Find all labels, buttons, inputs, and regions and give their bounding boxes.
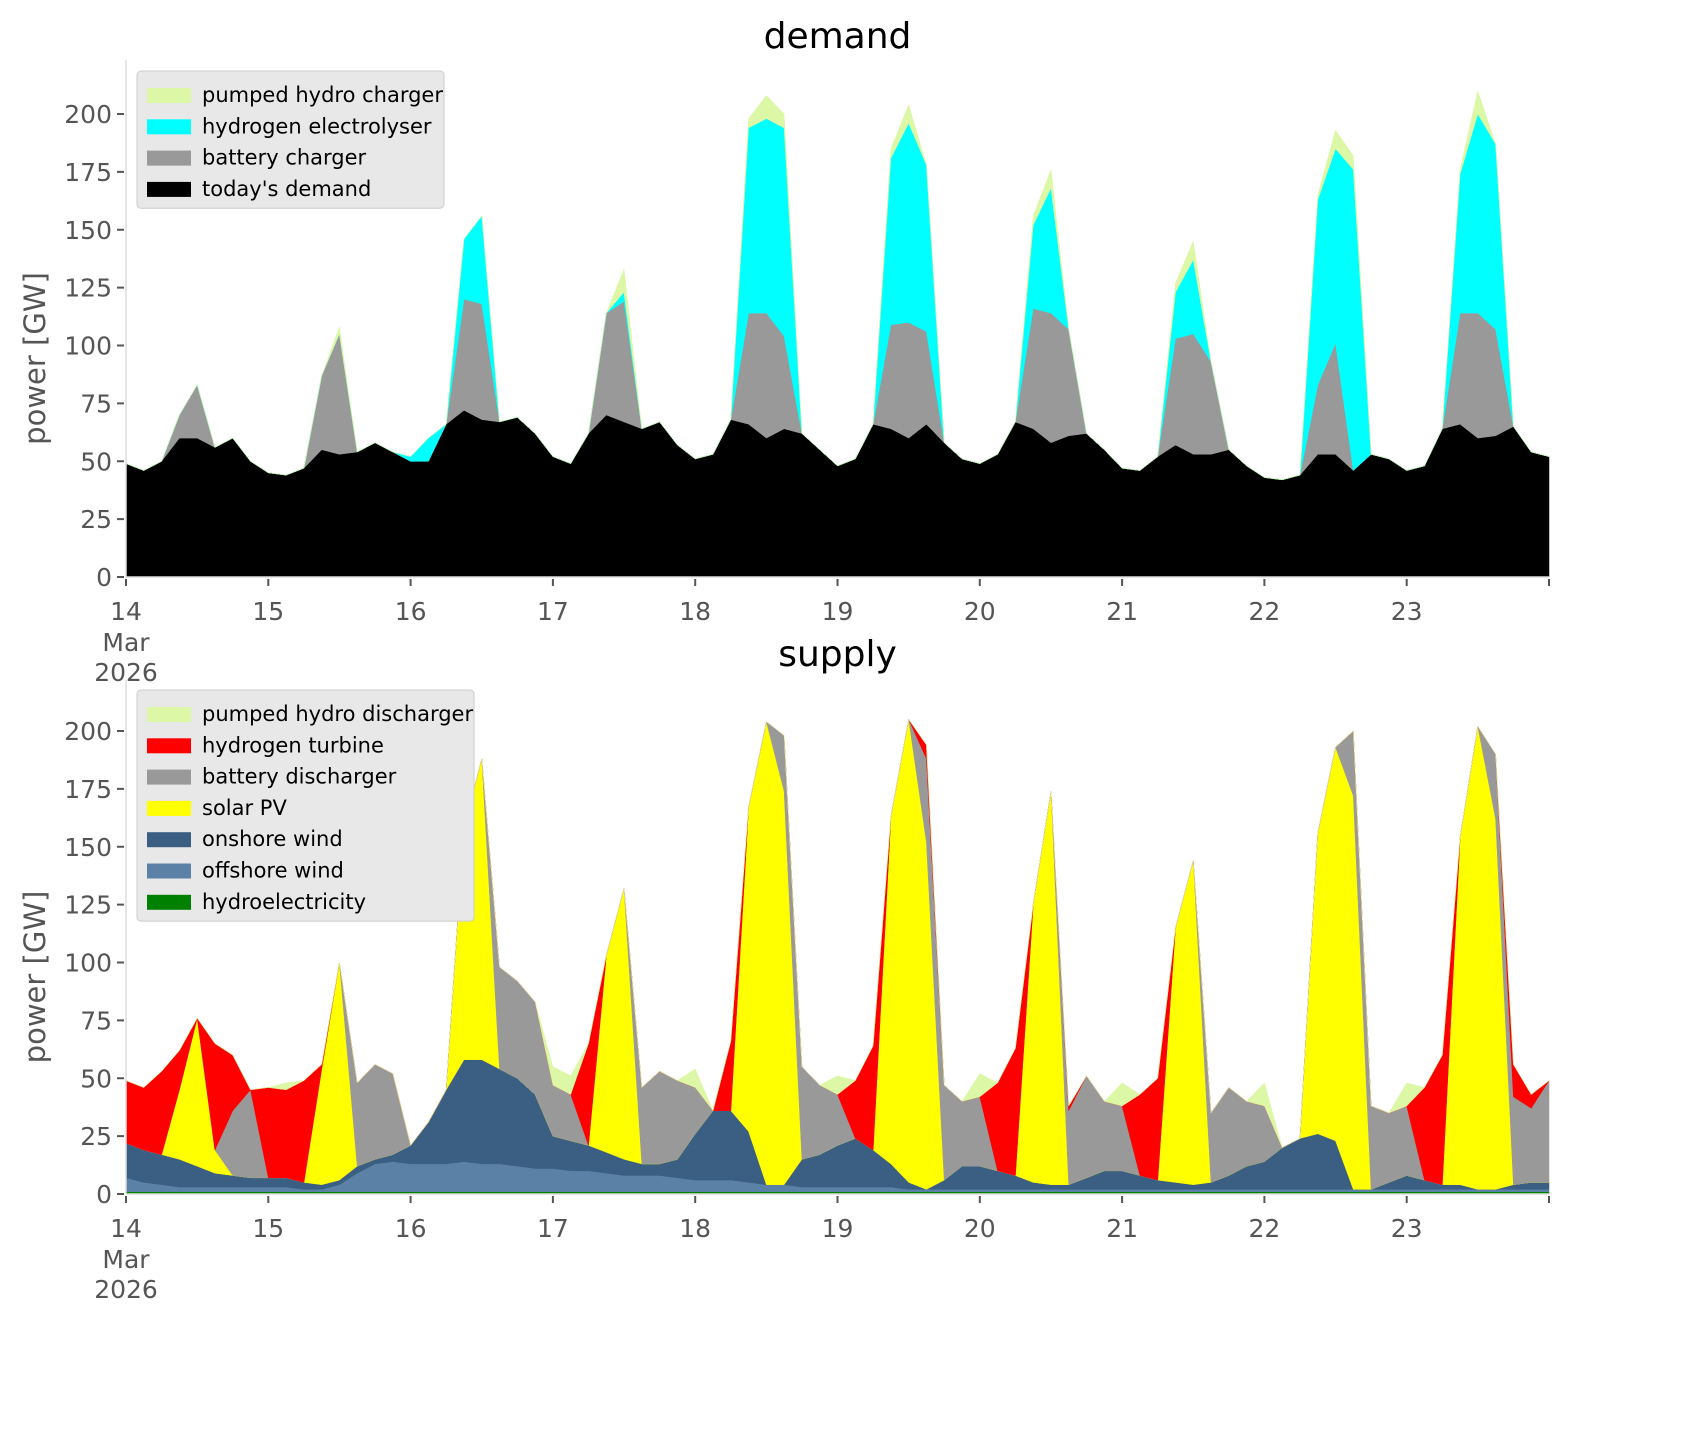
legend-box: [136, 689, 475, 922]
x-tick-label: 21: [1106, 597, 1138, 626]
x-tick-label: 18: [679, 1214, 711, 1243]
legend-swatch: [147, 894, 191, 910]
legend-swatch: [147, 88, 191, 103]
x-tick-label: 21: [1106, 1214, 1138, 1243]
legend-label: onshore wind: [202, 827, 343, 851]
y-tick-label: 100: [64, 949, 112, 978]
x-tick-label: 15: [252, 597, 284, 626]
y-tick-label: 125: [64, 891, 112, 920]
legend-swatch: [147, 119, 191, 135]
y-tick-label: 25: [80, 1122, 112, 1151]
x-tick-label: 19: [822, 1214, 854, 1243]
y-tick-label: 200: [64, 717, 112, 746]
legend-label: battery discharger: [202, 765, 397, 789]
x-tick-label: 22: [1248, 1214, 1280, 1243]
chart-title: supply: [778, 634, 897, 675]
plot-area: [125, 718, 1550, 1195]
x-tick-label: 19: [822, 597, 854, 626]
legend-label: offshore wind: [202, 859, 344, 883]
y-tick-label: 175: [64, 775, 112, 804]
x-tick-label: 14: [110, 1214, 142, 1243]
x-tick-label: 15: [252, 1214, 284, 1243]
legend-swatch: [147, 863, 191, 879]
y-tick-label: 25: [80, 505, 112, 534]
legend-swatch: [147, 150, 191, 166]
y-tick-label: 0: [96, 1180, 112, 1209]
x-tick-label: 22: [1248, 597, 1280, 626]
x-tick-label: 23: [1391, 597, 1423, 626]
y-tick-label: 75: [80, 1006, 112, 1035]
y-tick-label: 200: [64, 100, 112, 129]
legend-swatch: [147, 738, 191, 754]
legend-label: today's demand: [202, 177, 371, 201]
legend-label: hydrogen turbine: [202, 733, 384, 757]
legend-label: pumped hydro charger: [202, 83, 443, 107]
x-tick-label: 16: [395, 1214, 427, 1243]
x-tick-sublabel: 2026: [94, 1275, 158, 1304]
legend-label: hydroelectricity: [202, 890, 366, 914]
legend-swatch: [147, 707, 191, 722]
legend: pumped hydro charger hydrogen electrolyse…: [136, 70, 445, 209]
y-axis-label: power [GW]: [18, 272, 52, 445]
y-tick-label: 0: [96, 563, 112, 592]
x-tick-label: 18: [679, 597, 711, 626]
legend-swatch: [147, 832, 191, 848]
legend-swatch: [147, 769, 191, 785]
x-tick-sublabel: Mar: [102, 628, 150, 657]
legend-label: solar PV: [202, 796, 287, 820]
legend-label: battery charger: [202, 146, 367, 170]
supply-chart: supply 0 25 50 75 100 125 150 175 200 power [GW] 14…: [18, 634, 1550, 1304]
demand-chart: demand 0 25 50 75 100 125 150 175 200 power [GW] 14…: [18, 16, 1550, 687]
area-pumped-hydro-charger: [125, 89, 1550, 481]
area-pumped-hydro-discharger: [125, 718, 1550, 1149]
legend-box: [136, 70, 445, 209]
plot-area: [125, 89, 1550, 578]
x-tick-label: 23: [1391, 1214, 1423, 1243]
y-tick-label: 50: [80, 447, 112, 476]
legend: pumped hydro discharger hydrogen turbine b…: [136, 689, 475, 922]
x-tick-label: 20: [964, 1214, 996, 1243]
x-tick-label: 17: [537, 1214, 569, 1243]
y-axis-label: power [GW]: [18, 891, 52, 1064]
x-tick-label: 17: [537, 597, 569, 626]
x-tick-label: 14: [110, 597, 142, 626]
y-tick-label: 50: [80, 1064, 112, 1093]
y-tick-label: 175: [64, 158, 112, 187]
x-tick-sublabel: Mar: [102, 1245, 150, 1274]
y-tick-label: 100: [64, 332, 112, 361]
y-tick-label: 75: [80, 389, 112, 418]
legend-swatch: [147, 800, 191, 816]
legend-label: hydrogen electrolyser: [202, 114, 432, 138]
y-tick-label: 150: [64, 216, 112, 245]
y-tick-label: 150: [64, 833, 112, 862]
legend-swatch: [147, 181, 191, 197]
chart-title: demand: [764, 16, 912, 57]
x-tick-label: 16: [395, 597, 427, 626]
x-tick-label: 20: [964, 597, 996, 626]
y-tick-label: 125: [64, 274, 112, 303]
legend-label: pumped hydro discharger: [202, 702, 473, 726]
